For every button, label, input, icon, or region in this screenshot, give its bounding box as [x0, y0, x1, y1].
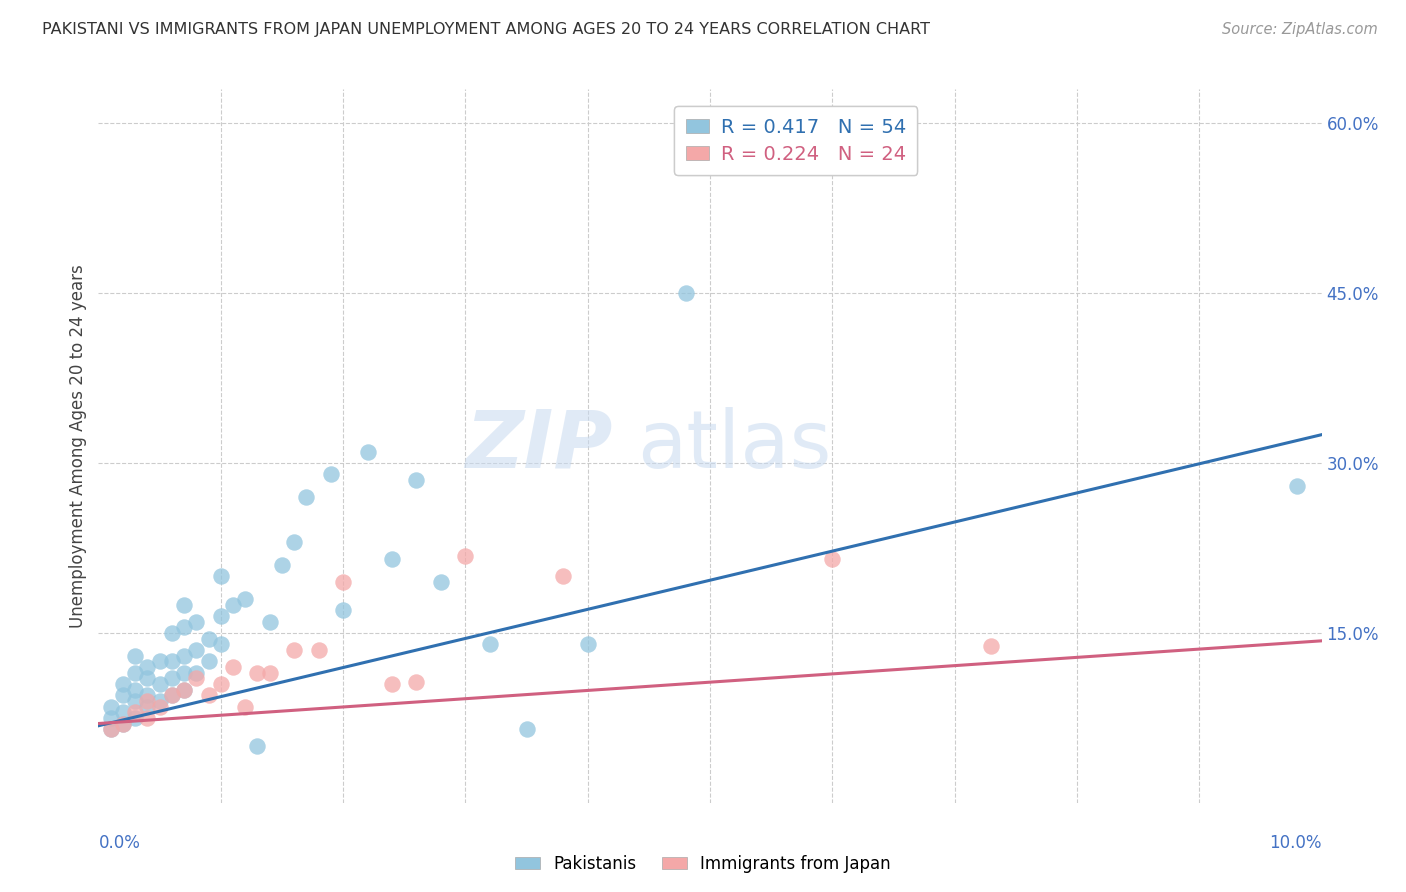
Text: 0.0%: 0.0%: [98, 834, 141, 852]
Point: [186, 615, 208, 629]
Point: [160, 671, 183, 685]
Point: [332, 603, 354, 617]
Point: [259, 665, 281, 680]
Point: [454, 549, 477, 563]
Point: [136, 660, 159, 674]
Point: [124, 682, 146, 697]
Point: [246, 739, 269, 754]
Point: [222, 598, 245, 612]
Point: [332, 574, 354, 589]
Point: [136, 699, 159, 714]
Point: [576, 637, 599, 651]
Text: atlas: atlas: [637, 407, 831, 485]
Point: [173, 665, 195, 680]
Point: [173, 682, 195, 697]
Point: [675, 286, 697, 301]
Point: [173, 682, 195, 697]
Text: PAKISTANI VS IMMIGRANTS FROM JAPAN UNEMPLOYMENT AMONG AGES 20 TO 24 YEARS CORREL: PAKISTANI VS IMMIGRANTS FROM JAPAN UNEMP…: [42, 22, 931, 37]
Point: [111, 716, 134, 731]
Point: [100, 722, 122, 736]
Point: [270, 558, 292, 572]
Point: [149, 654, 172, 668]
Text: ZIP: ZIP: [465, 407, 612, 485]
Point: [209, 608, 232, 623]
Point: [197, 654, 219, 668]
Y-axis label: Unemployment Among Ages 20 to 24 years: Unemployment Among Ages 20 to 24 years: [69, 264, 87, 628]
Point: [149, 699, 172, 714]
Point: [233, 699, 256, 714]
Point: [111, 677, 134, 691]
Point: [283, 535, 305, 549]
Point: [100, 722, 122, 736]
Point: [980, 640, 1002, 654]
Point: [160, 654, 183, 668]
Point: [259, 615, 281, 629]
Point: [149, 677, 172, 691]
Point: [100, 711, 122, 725]
Point: [209, 677, 232, 691]
Point: [405, 674, 427, 689]
Legend: R = 0.417   N = 54, R = 0.224   N = 24: R = 0.417 N = 54, R = 0.224 N = 24: [673, 106, 918, 175]
Point: [136, 711, 159, 725]
Point: [233, 591, 256, 606]
Point: [173, 648, 195, 663]
Legend: Pakistanis, Immigrants from Japan: Pakistanis, Immigrants from Japan: [509, 848, 897, 880]
Point: [197, 632, 219, 646]
Point: [186, 643, 208, 657]
Point: [295, 490, 318, 504]
Point: [381, 552, 404, 566]
Point: [173, 620, 195, 634]
Point: [173, 598, 195, 612]
Point: [186, 671, 208, 685]
Point: [124, 665, 146, 680]
Point: [209, 637, 232, 651]
Point: [160, 626, 183, 640]
Point: [197, 688, 219, 702]
Point: [308, 643, 330, 657]
Point: [356, 444, 378, 458]
Point: [124, 705, 146, 719]
Point: [136, 671, 159, 685]
Text: 10.0%: 10.0%: [1270, 834, 1322, 852]
Point: [160, 688, 183, 702]
Point: [821, 552, 844, 566]
Text: Source: ZipAtlas.com: Source: ZipAtlas.com: [1222, 22, 1378, 37]
Point: [149, 694, 172, 708]
Point: [405, 473, 427, 487]
Point: [1286, 478, 1309, 492]
Point: [246, 665, 269, 680]
Point: [283, 643, 305, 657]
Point: [381, 677, 404, 691]
Point: [111, 716, 134, 731]
Point: [478, 637, 501, 651]
Point: [124, 648, 146, 663]
Point: [160, 688, 183, 702]
Point: [209, 569, 232, 583]
Point: [124, 711, 146, 725]
Point: [136, 688, 159, 702]
Point: [516, 722, 538, 736]
Point: [222, 660, 245, 674]
Point: [319, 467, 342, 482]
Point: [124, 694, 146, 708]
Point: [430, 574, 453, 589]
Point: [553, 569, 575, 583]
Point: [186, 665, 208, 680]
Point: [111, 705, 134, 719]
Point: [100, 699, 122, 714]
Point: [136, 694, 159, 708]
Point: [111, 688, 134, 702]
